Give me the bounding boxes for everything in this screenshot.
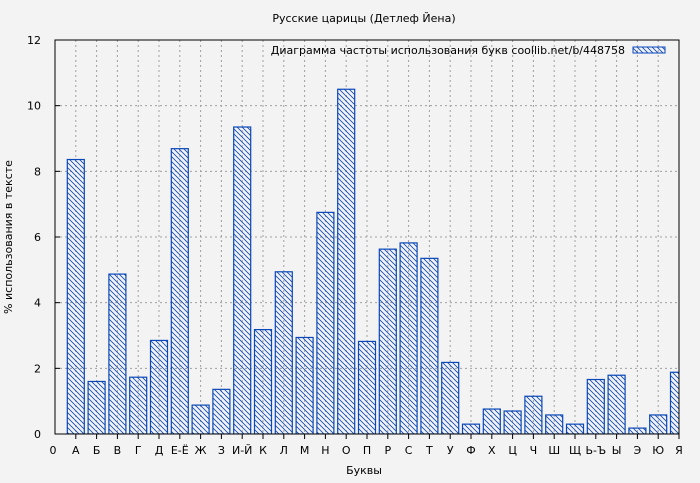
bar-А <box>66 158 85 434</box>
x-tick-label: У <box>447 444 454 457</box>
y-tick-label: 12 <box>27 34 41 47</box>
x-tick-label: С <box>405 444 413 457</box>
bar-Н <box>316 211 335 434</box>
bar-Т <box>420 257 439 434</box>
x-tick-label: К <box>259 444 267 457</box>
bar-Г <box>129 376 148 434</box>
x-tick-label: Р <box>384 444 391 457</box>
bar-Л <box>274 271 293 434</box>
legend-swatch <box>632 46 666 54</box>
x-tick-label: М <box>300 444 310 457</box>
bar-Р <box>378 248 397 434</box>
x-tick-label: Ю <box>652 444 664 457</box>
x-tick-label: З <box>218 444 225 457</box>
bar-Ы <box>607 374 626 434</box>
chart-title: Русские царицы (Детлеф Йена) <box>272 12 455 25</box>
bar-С <box>399 242 418 434</box>
x-tick-label: Т <box>425 444 433 457</box>
bar-Ь-Ъ <box>586 378 605 434</box>
x-tick-label: А <box>72 444 80 457</box>
bar-Ц <box>503 410 522 434</box>
bar-Е-Ё <box>170 148 189 434</box>
bar-З <box>212 388 231 434</box>
x-tick-label: Д <box>155 444 164 457</box>
bar-Ю <box>649 414 668 434</box>
x-tick-label: Щ <box>569 444 581 457</box>
legend-label: Диаграмма частоты использования букв coo… <box>271 44 625 57</box>
bar-Ф <box>461 423 481 434</box>
bar-Х <box>482 408 501 434</box>
x-tick-label: И-Й <box>232 444 252 457</box>
x-tick-label: В <box>114 444 122 457</box>
x-axis-label: Буквы <box>346 464 382 477</box>
bar-Ч <box>524 395 543 434</box>
y-tick-label: 4 <box>34 297 41 310</box>
bar-М <box>295 336 314 434</box>
x-tick-label: 0 <box>50 444 57 457</box>
x-tick-label: Е-Ё <box>171 444 189 457</box>
x-tick-label: Ч <box>530 444 538 457</box>
bar-Э <box>628 427 647 434</box>
x-tick-label: Х <box>488 444 496 457</box>
bar-Я <box>669 371 679 434</box>
x-tick-label: Э <box>634 444 642 457</box>
x-tick-label: Л <box>280 444 288 457</box>
x-tick-label: Г <box>135 444 142 457</box>
bar-Ж <box>191 404 210 434</box>
x-tick-label: Ф <box>466 444 475 457</box>
y-axis-label: % использования в тексте <box>2 160 15 314</box>
bar-И-Й <box>233 126 252 434</box>
x-tick-label: Ь-Ъ <box>585 444 606 457</box>
bar-К <box>253 328 273 434</box>
bar-О <box>337 88 356 434</box>
y-tick-label: 0 <box>34 428 41 441</box>
bar-В <box>108 273 127 434</box>
y-tick-label: 10 <box>27 100 41 113</box>
x-tick-label: Ц <box>508 444 517 457</box>
x-tick-label: Ж <box>195 444 207 457</box>
x-tick-label: Я <box>675 444 683 457</box>
x-tick-label: О <box>342 444 351 457</box>
bar-Б <box>87 380 106 434</box>
x-tick-label: Н <box>321 444 329 457</box>
bar-П <box>357 340 377 434</box>
legend: Диаграмма частоты использования букв coo… <box>271 44 666 57</box>
y-tick-label: 2 <box>34 362 41 375</box>
bar-Ш <box>545 414 564 434</box>
x-tick-label: Б <box>93 444 101 457</box>
x-tick-label: Ш <box>548 444 560 457</box>
y-tick-label: 6 <box>34 231 41 244</box>
bar-У <box>441 361 460 434</box>
x-tick-label: П <box>363 444 371 457</box>
x-tick-label: Ы <box>612 444 622 457</box>
bar-Щ <box>565 423 585 434</box>
y-tick-label: 8 <box>34 165 41 178</box>
bar-Д <box>149 339 169 434</box>
